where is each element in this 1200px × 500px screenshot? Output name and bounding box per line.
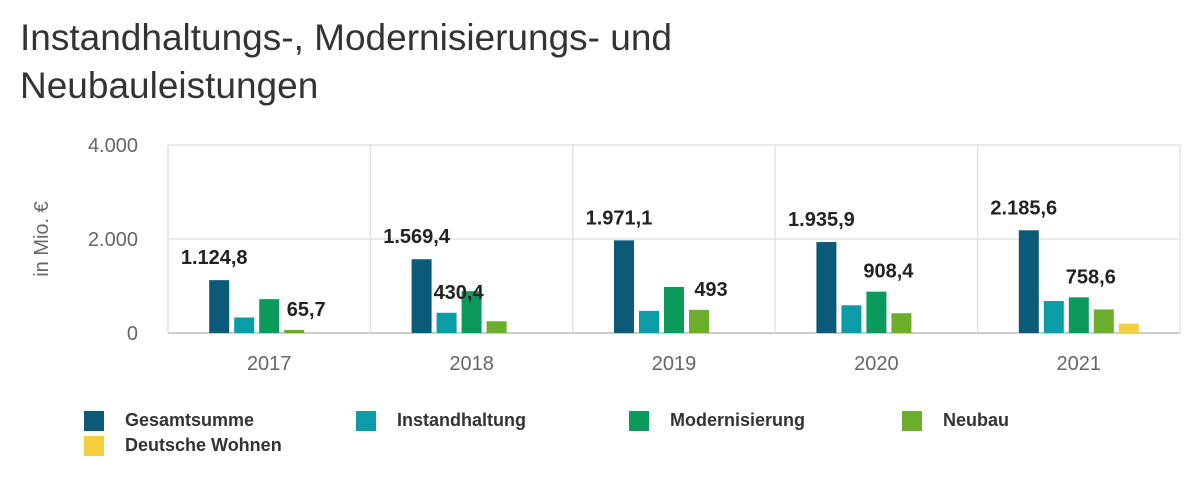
legend-item: Modernisierung (629, 410, 805, 431)
x-tick-label: 2019 (652, 353, 697, 375)
bar (486, 321, 507, 333)
data-label: 908,4 (863, 261, 914, 283)
bar (614, 240, 634, 333)
bar (891, 313, 912, 333)
bar (284, 329, 305, 333)
chart-area: 0 2.000 4.000 in Mio. € 2017 2018 2019 2020 2021… (31, 135, 1181, 375)
legend-item: Gesamtsumme (84, 410, 254, 431)
data-label: 2.185,6 (990, 197, 1057, 219)
bar (816, 242, 837, 333)
bar (1068, 297, 1089, 333)
bar (1018, 230, 1039, 333)
bar (259, 299, 280, 333)
bar (639, 310, 659, 333)
x-tick-label: 2018 (449, 353, 494, 375)
legend-label: Modernisierung (670, 410, 806, 430)
bar (411, 259, 432, 333)
data-label: 65,7 (287, 299, 326, 321)
x-tick-label: 2021 (1057, 353, 1102, 375)
legend-item: Neubau (902, 410, 1009, 431)
y-tick-label: 2.000 (88, 229, 138, 251)
legend-label: Gesamtsumme (125, 410, 255, 430)
legend-item: Instandhaltung (356, 410, 526, 431)
bar (689, 309, 709, 333)
y-tick-label: 0 (127, 323, 138, 345)
data-label: 1.124,8 (181, 247, 248, 269)
bar (436, 312, 457, 333)
x-tick-label: 2017 (247, 353, 292, 375)
bar (209, 280, 230, 333)
legend-swatch (84, 410, 104, 431)
legend-item: Deutsche Wohnen (84, 435, 282, 456)
data-label: 493 (694, 279, 727, 301)
legend-swatch (629, 410, 649, 431)
x-tick-label: 2020 (854, 353, 899, 375)
data-label: 1.971,1 (586, 207, 653, 229)
bar (461, 291, 482, 333)
y-tick-label: 4.000 (88, 135, 138, 157)
bar (841, 305, 862, 333)
bar (664, 286, 684, 333)
y-axis-label: in Mio. € (31, 201, 53, 277)
data-label: 1.935,9 (788, 209, 855, 231)
legend-label: Instandhaltung (397, 410, 526, 430)
data-label: 1.569,4 (383, 226, 451, 248)
legend-label: Deutsche Wohnen (125, 435, 282, 455)
bar (866, 291, 887, 333)
data-label: 758,6 (1066, 266, 1116, 288)
chart-title: Instandhaltungs-, Modernisierungs- und N… (20, 17, 672, 106)
legend-swatch (902, 410, 922, 431)
legend-label: Neubau (943, 410, 1010, 430)
bar (1118, 323, 1139, 333)
data-label: 430,4 (434, 282, 485, 304)
bar (234, 317, 255, 333)
legend-swatch (356, 410, 376, 431)
legend-swatch (84, 435, 104, 456)
bar (1093, 309, 1114, 333)
bar (1043, 301, 1064, 333)
